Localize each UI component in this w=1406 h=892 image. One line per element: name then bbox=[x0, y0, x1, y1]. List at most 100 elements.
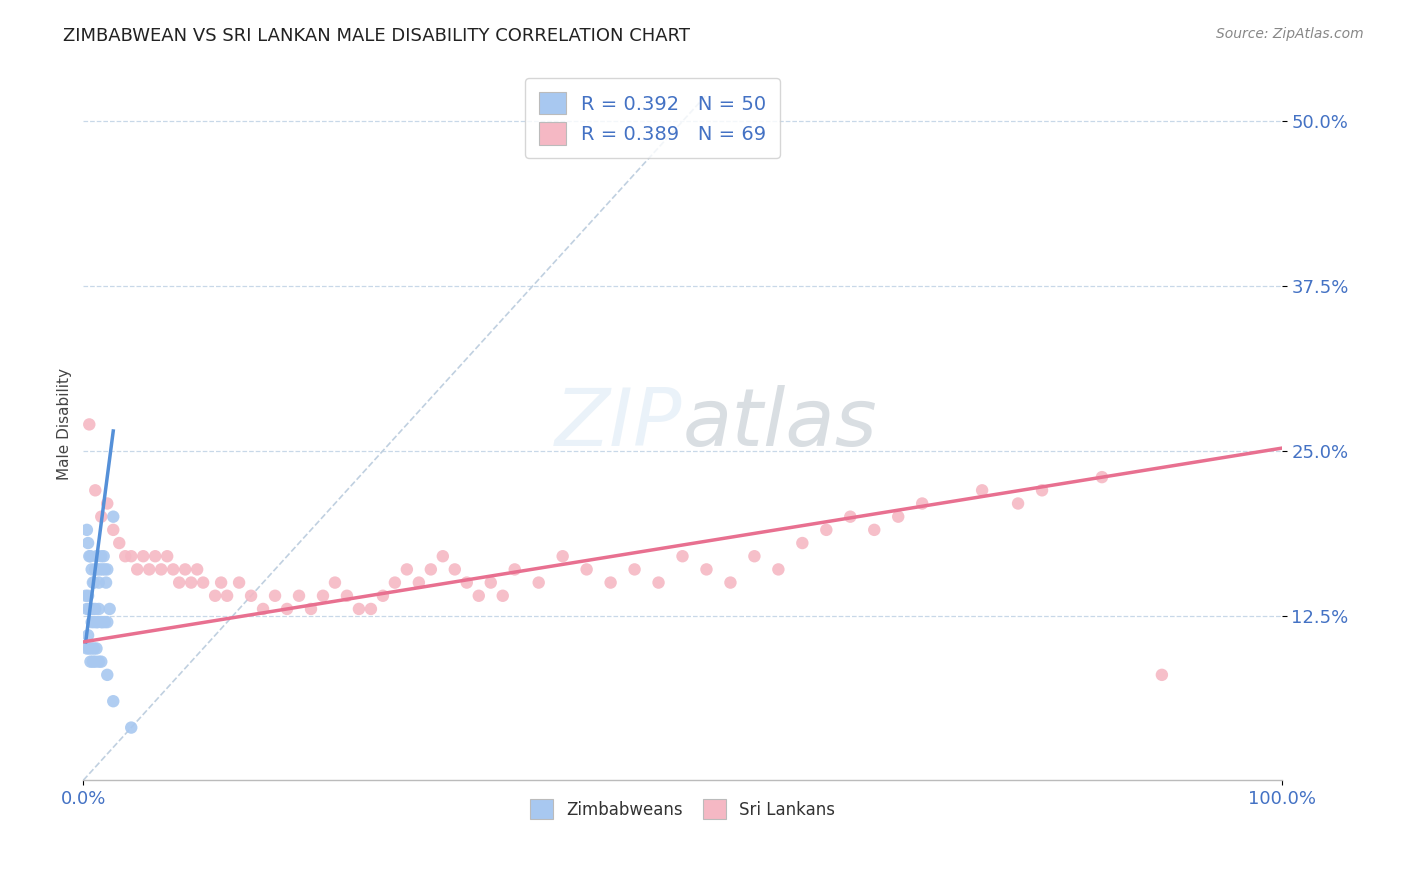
Point bbox=[186, 562, 208, 576]
Point bbox=[86, 615, 108, 629]
Point bbox=[384, 575, 406, 590]
Point bbox=[75, 589, 97, 603]
Point bbox=[527, 575, 550, 590]
Point bbox=[299, 602, 322, 616]
Point bbox=[204, 589, 226, 603]
Text: ZIMBABWEAN VS SRI LANKAN MALE DISABILITY CORRELATION CHART: ZIMBABWEAN VS SRI LANKAN MALE DISABILITY… bbox=[63, 27, 690, 45]
Point bbox=[162, 562, 184, 576]
Point bbox=[143, 549, 166, 564]
Point bbox=[419, 562, 441, 576]
Point bbox=[371, 589, 394, 603]
Point bbox=[815, 523, 838, 537]
Point bbox=[1150, 668, 1173, 682]
Point bbox=[83, 641, 105, 656]
Point bbox=[792, 536, 814, 550]
Point bbox=[90, 655, 112, 669]
Point bbox=[94, 575, 117, 590]
Point bbox=[156, 549, 179, 564]
Point bbox=[76, 523, 98, 537]
Point bbox=[80, 615, 103, 629]
Point bbox=[80, 562, 103, 576]
Point bbox=[87, 575, 110, 590]
Point bbox=[887, 509, 910, 524]
Point bbox=[217, 589, 239, 603]
Point bbox=[94, 562, 117, 576]
Point bbox=[551, 549, 574, 564]
Point bbox=[103, 523, 125, 537]
Point bbox=[744, 549, 766, 564]
Point bbox=[252, 602, 274, 616]
Point bbox=[82, 655, 104, 669]
Point bbox=[863, 523, 886, 537]
Point bbox=[79, 549, 101, 564]
Point bbox=[1031, 483, 1053, 498]
Point bbox=[492, 589, 515, 603]
Point bbox=[84, 562, 107, 576]
Point bbox=[84, 602, 107, 616]
Point bbox=[87, 655, 110, 669]
Point bbox=[103, 509, 125, 524]
Point bbox=[90, 549, 112, 564]
Point bbox=[1091, 470, 1114, 484]
Point bbox=[77, 536, 100, 550]
Point bbox=[94, 615, 117, 629]
Point bbox=[83, 575, 105, 590]
Point bbox=[132, 549, 155, 564]
Point bbox=[83, 615, 105, 629]
Point bbox=[96, 562, 118, 576]
Point bbox=[456, 575, 478, 590]
Point bbox=[468, 589, 491, 603]
Point bbox=[503, 562, 526, 576]
Point bbox=[167, 575, 190, 590]
Point bbox=[138, 562, 160, 576]
Point bbox=[82, 602, 104, 616]
Point bbox=[623, 562, 645, 576]
Point bbox=[91, 562, 114, 576]
Point bbox=[79, 602, 101, 616]
Point bbox=[87, 602, 110, 616]
Point bbox=[96, 668, 118, 682]
Point bbox=[103, 694, 125, 708]
Point bbox=[695, 562, 717, 576]
Point bbox=[191, 575, 214, 590]
Point bbox=[91, 615, 114, 629]
Point bbox=[647, 575, 669, 590]
Point bbox=[96, 615, 118, 629]
Point bbox=[288, 589, 311, 603]
Point bbox=[839, 509, 862, 524]
Point bbox=[93, 549, 115, 564]
Point bbox=[96, 496, 118, 510]
Point bbox=[575, 562, 598, 576]
Point bbox=[240, 589, 263, 603]
Point bbox=[443, 562, 465, 576]
Legend: Zimbabweans, Sri Lankans: Zimbabweans, Sri Lankans bbox=[523, 793, 842, 825]
Point bbox=[720, 575, 742, 590]
Point bbox=[79, 655, 101, 669]
Point bbox=[323, 575, 346, 590]
Point bbox=[312, 589, 335, 603]
Point bbox=[336, 589, 359, 603]
Point bbox=[79, 641, 101, 656]
Point bbox=[768, 562, 790, 576]
Point bbox=[108, 536, 131, 550]
Y-axis label: Male Disability: Male Disability bbox=[58, 368, 72, 481]
Point bbox=[408, 575, 430, 590]
Point bbox=[86, 615, 108, 629]
Point bbox=[1007, 496, 1029, 510]
Point bbox=[228, 575, 250, 590]
Point bbox=[79, 549, 101, 564]
Point bbox=[972, 483, 994, 498]
Point bbox=[90, 509, 112, 524]
Point bbox=[395, 562, 418, 576]
Point bbox=[174, 562, 197, 576]
Point bbox=[911, 496, 934, 510]
Point bbox=[479, 575, 502, 590]
Point bbox=[84, 655, 107, 669]
Point bbox=[76, 641, 98, 656]
Point bbox=[599, 575, 621, 590]
Point bbox=[114, 549, 136, 564]
Point bbox=[77, 628, 100, 642]
Point bbox=[90, 615, 112, 629]
Point bbox=[360, 602, 382, 616]
Point bbox=[84, 483, 107, 498]
